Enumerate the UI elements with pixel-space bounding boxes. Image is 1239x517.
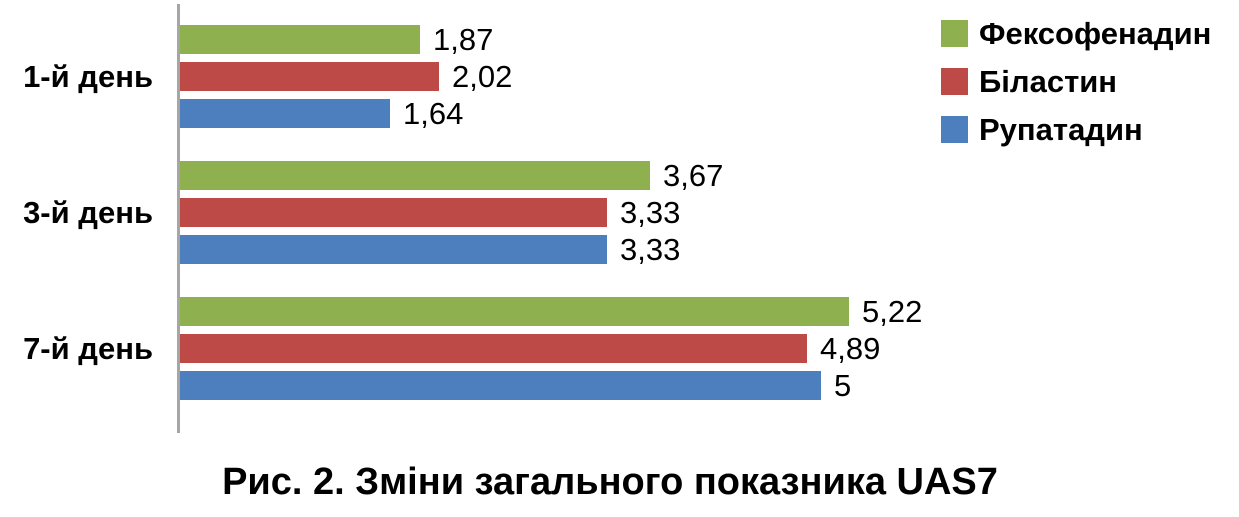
bar-біластин bbox=[180, 62, 439, 91]
bar-row: 3,33 bbox=[180, 232, 723, 267]
bar-row: 3,33 bbox=[180, 195, 723, 230]
bar-group: 5,22 4,89 5 bbox=[180, 294, 923, 403]
legend-swatch-icon bbox=[941, 116, 968, 143]
legend-item: Фексофенадин bbox=[941, 18, 1211, 49]
bar-рупатадин bbox=[180, 371, 821, 400]
legend-label: Рупатадин bbox=[979, 112, 1143, 147]
value-label: 4,89 bbox=[820, 331, 881, 366]
bar-біластин bbox=[180, 334, 807, 363]
bar-row: 2,02 bbox=[180, 59, 513, 94]
value-label: 3,67 bbox=[663, 158, 724, 193]
chart-title: Рис. 2. Зміни загального показника UAS7 bbox=[222, 461, 998, 503]
bar-row: 5,22 bbox=[180, 294, 923, 329]
legend-label: Біластин bbox=[979, 64, 1118, 99]
category-label: 3-й день bbox=[23, 195, 153, 230]
chart-plot-area: 1-й день 1,87 2,02 1,64 3-й день 3,67 3,33 3,33… bbox=[0, 22, 923, 403]
legend-swatch-icon bbox=[941, 68, 968, 95]
value-label: 3,33 bbox=[620, 232, 681, 267]
value-label: 1,64 bbox=[403, 96, 464, 131]
value-label: 3,33 bbox=[620, 195, 681, 230]
legend-item: Біластин bbox=[941, 66, 1211, 97]
value-label: 1,87 bbox=[433, 22, 494, 57]
category-group: 3-й день 3,67 3,33 3,33 bbox=[0, 158, 922, 267]
bar-фексофенадин bbox=[180, 297, 849, 326]
bar-row: 3,67 bbox=[180, 158, 724, 193]
bar-row: 4,89 bbox=[180, 331, 922, 366]
value-label: 2,02 bbox=[452, 59, 513, 94]
legend-label: Фексофенадин bbox=[979, 16, 1212, 51]
bar-group: 3,67 3,33 3,33 bbox=[180, 158, 724, 267]
bar-row: 1,64 bbox=[180, 96, 512, 131]
legend: Фексофенадин Біластин Рупатадин bbox=[941, 18, 1211, 145]
bar-фексофенадин bbox=[180, 25, 420, 54]
category-label: 7-й день bbox=[23, 331, 153, 366]
category-group: 1-й день 1,87 2,02 1,64 bbox=[0, 22, 922, 131]
bar-рупатадин bbox=[180, 99, 390, 128]
bar-біластин bbox=[180, 198, 607, 227]
value-label: 5 bbox=[834, 368, 852, 403]
category-label: 1-й день bbox=[23, 59, 153, 94]
bar-фексофенадин bbox=[180, 161, 650, 190]
bar-group: 1,87 2,02 1,64 bbox=[180, 22, 513, 131]
category-group: 7-й день 5,22 4,89 5 bbox=[0, 294, 923, 403]
bar-рупатадин bbox=[180, 235, 607, 264]
bar-row: 1,87 bbox=[180, 22, 512, 57]
legend-item: Рупатадин bbox=[941, 114, 1211, 145]
bar-row: 5 bbox=[180, 368, 922, 403]
y-axis-line bbox=[177, 4, 180, 433]
legend-swatch-icon bbox=[941, 20, 968, 47]
value-label: 5,22 bbox=[862, 294, 923, 329]
